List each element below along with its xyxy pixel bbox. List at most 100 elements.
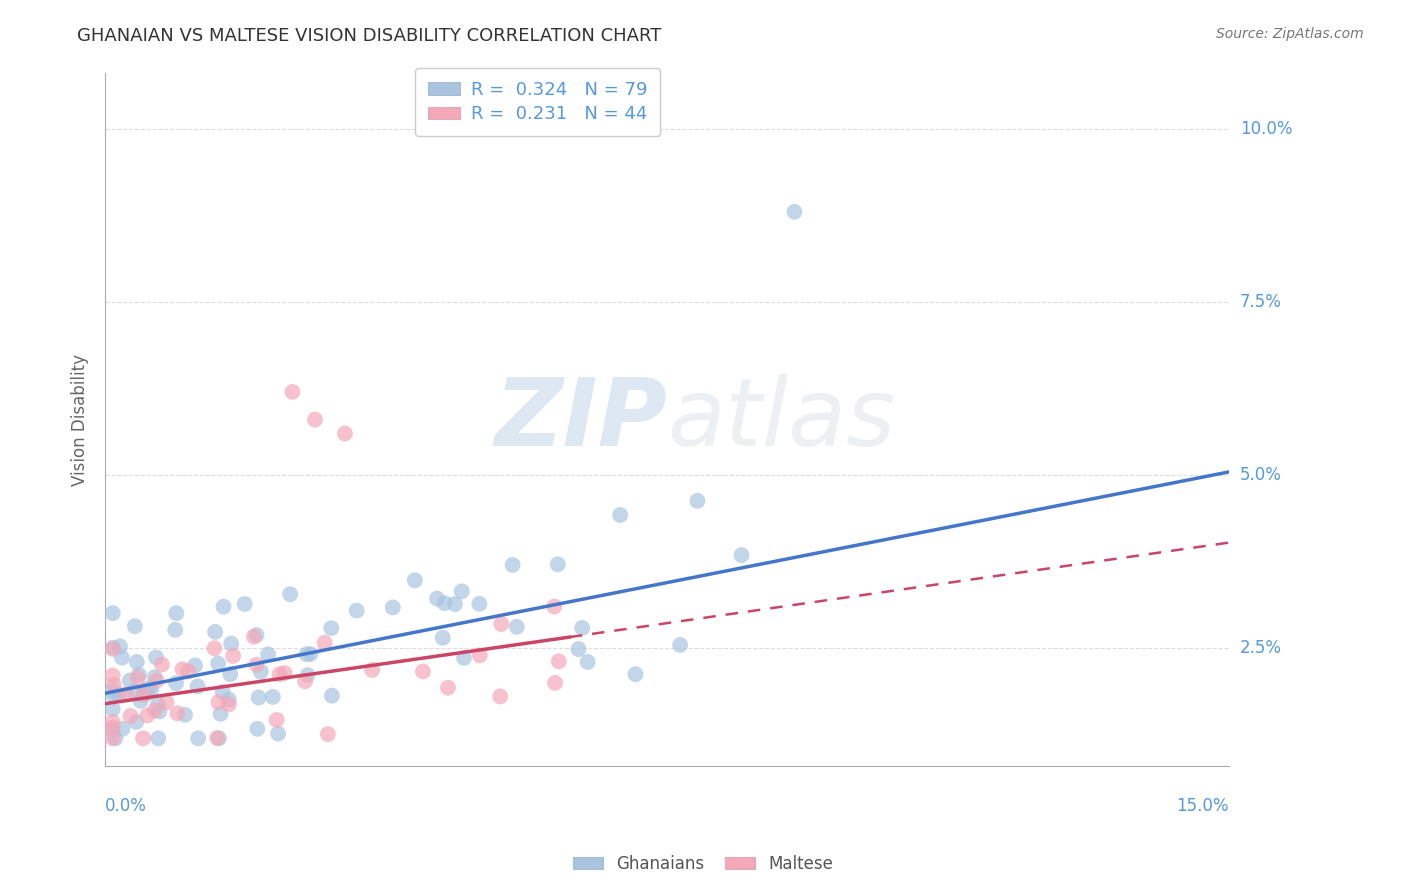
Point [502, 558, 524, 572]
Point [125, 714, 148, 729]
Point [212, 599, 235, 614]
Point [172, 662, 194, 676]
Point [134, 684, 156, 698]
Point [468, 648, 491, 663]
Point [165, 606, 187, 620]
Point [219, 667, 242, 681]
Point [135, 687, 157, 701]
Point [243, 630, 266, 644]
Point [207, 695, 229, 709]
Point [101, 683, 124, 698]
Point [174, 707, 197, 722]
Text: GHANAIAN VS MALTESE VISION DISABILITY CORRELATION CHART: GHANAIAN VS MALTESE VISION DISABILITY CO… [77, 27, 662, 45]
Point [132, 731, 155, 746]
Point [295, 647, 318, 661]
Point [314, 636, 336, 650]
Point [404, 574, 426, 588]
Point [267, 726, 290, 740]
Point [207, 657, 229, 671]
Text: 2.5%: 2.5% [1240, 640, 1282, 657]
Point [187, 679, 209, 693]
Point [567, 642, 589, 657]
Point [506, 620, 529, 634]
Point [432, 631, 454, 645]
Point [250, 665, 273, 679]
Point [101, 702, 124, 716]
Point [547, 558, 569, 572]
Point [211, 685, 233, 699]
Point [129, 694, 152, 708]
Point [294, 674, 316, 689]
Point [141, 682, 163, 697]
Point [184, 658, 207, 673]
Point [165, 676, 187, 690]
Point [205, 731, 228, 745]
Point [165, 623, 187, 637]
Point [381, 600, 404, 615]
Point [115, 687, 138, 701]
Point [468, 597, 491, 611]
Point [576, 655, 599, 669]
Point [783, 204, 806, 219]
Point [187, 731, 209, 746]
Point [233, 597, 256, 611]
Point [208, 731, 231, 746]
Text: ZIP: ZIP [495, 374, 666, 466]
Point [257, 648, 280, 662]
Point [150, 657, 173, 672]
Text: 7.5%: 7.5% [1240, 293, 1282, 310]
Point [118, 673, 141, 688]
Point [245, 628, 267, 642]
Point [101, 723, 124, 738]
Point [125, 655, 148, 669]
Point [316, 727, 339, 741]
Point [122, 684, 145, 698]
Point [101, 642, 124, 657]
Point [124, 619, 146, 633]
Point [281, 384, 304, 399]
Point [101, 714, 124, 729]
Point [269, 667, 291, 681]
Point [101, 640, 124, 655]
Text: 0.0%: 0.0% [105, 797, 148, 814]
Point [101, 606, 124, 620]
Point [245, 657, 267, 672]
Point [491, 617, 513, 632]
Point [145, 650, 167, 665]
Point [111, 650, 134, 665]
Point [346, 604, 368, 618]
Point [204, 624, 226, 639]
Point [297, 668, 319, 682]
Point [450, 584, 472, 599]
Point [166, 706, 188, 721]
Point [609, 508, 631, 522]
Point [321, 621, 343, 635]
Legend: Ghanaians, Maltese: Ghanaians, Maltese [567, 848, 839, 880]
Point [547, 654, 569, 668]
Point [624, 667, 647, 681]
Point [444, 597, 467, 611]
Point [101, 720, 124, 734]
Point [145, 673, 167, 688]
Point [138, 681, 160, 695]
Point [148, 705, 170, 719]
Legend: R =  0.324   N = 79, R =  0.231   N = 44: R = 0.324 N = 79, R = 0.231 N = 44 [415, 69, 661, 136]
Point [321, 689, 343, 703]
Point [127, 671, 149, 685]
Point [543, 599, 565, 614]
Point [101, 731, 124, 746]
Point [177, 665, 200, 679]
Text: atlas: atlas [666, 374, 896, 465]
Point [218, 692, 240, 706]
Point [412, 665, 434, 679]
Point [544, 676, 567, 690]
Point [120, 709, 142, 723]
Point [686, 494, 709, 508]
Point [103, 678, 125, 692]
Point [299, 647, 322, 661]
Point [219, 637, 242, 651]
Point [155, 695, 177, 709]
Point [669, 638, 692, 652]
Point [730, 548, 752, 562]
Point [202, 641, 225, 656]
